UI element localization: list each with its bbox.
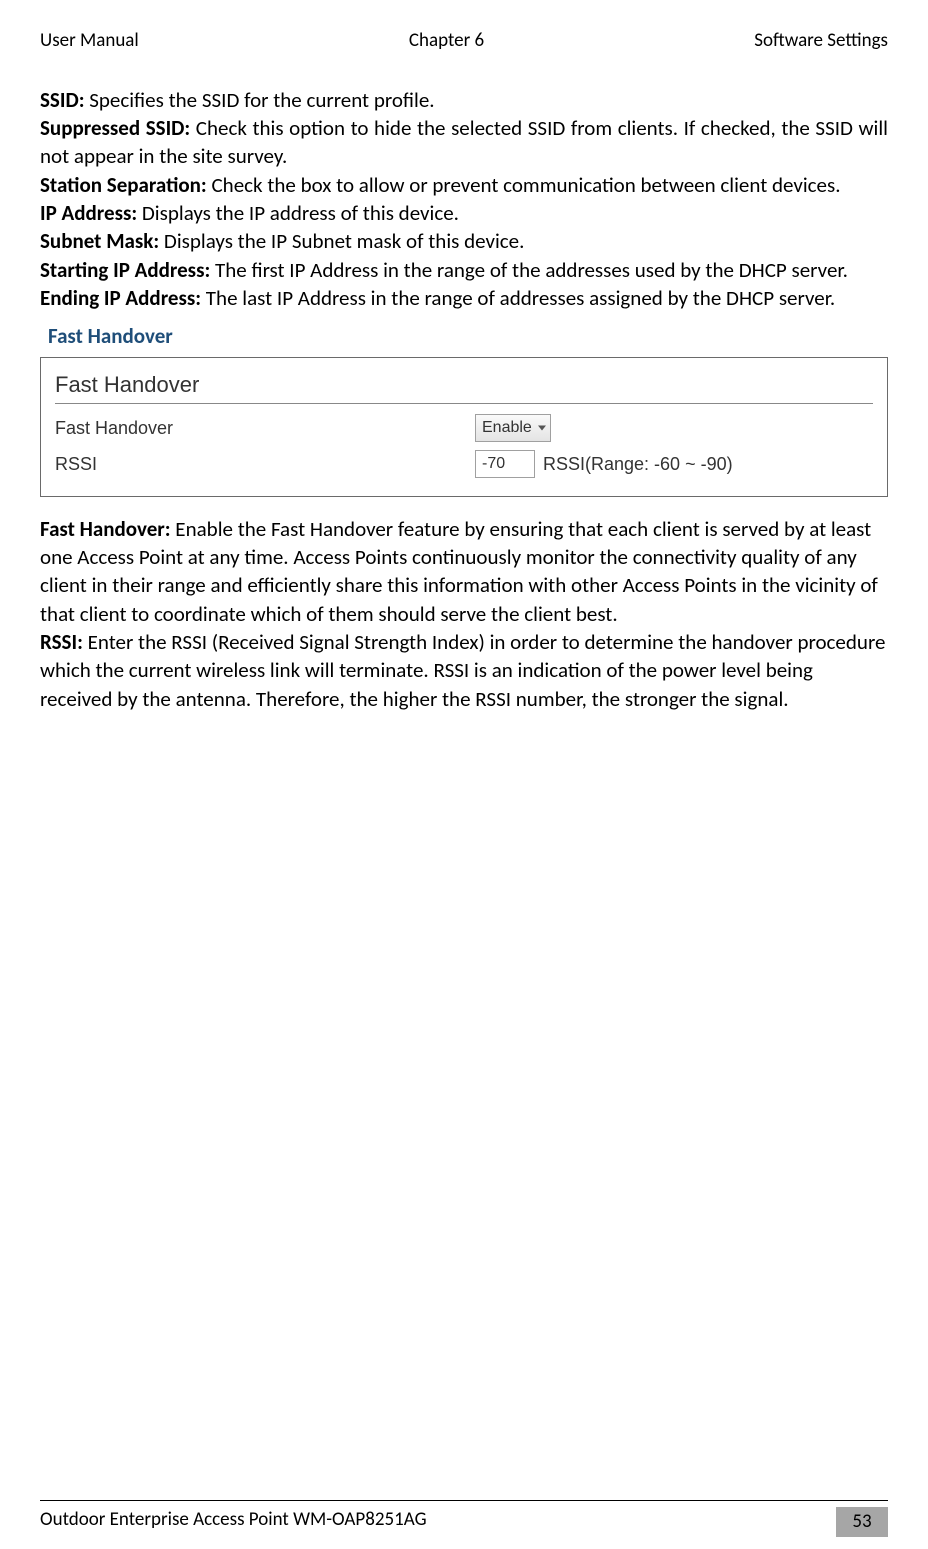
panel-row-fast-handover: Fast Handover Enable	[55, 410, 873, 446]
ending-ip-text: The last IP Address in the range of addr…	[201, 285, 835, 311]
footer-title: Outdoor Enterprise Access Point WM-OAP82…	[40, 1507, 836, 1537]
fast-handover-field-label: Fast Handover	[55, 416, 475, 440]
definitions-block: SSID: Specifies the SSID for the current…	[40, 86, 888, 313]
header-center: Chapter 6	[409, 28, 484, 54]
page-footer: Outdoor Enterprise Access Point WM-OAP82…	[0, 1500, 928, 1537]
ip-address-label: IP Address:	[40, 200, 137, 226]
panel-divider	[55, 403, 873, 404]
starting-ip-label: Starting IP Address:	[40, 257, 210, 283]
footer-divider	[40, 1500, 888, 1501]
subnet-mask-text: Displays the IP Subnet mask of this devi…	[159, 228, 524, 254]
subnet-mask-label: Subnet Mask:	[40, 228, 159, 254]
ip-address-text: Displays the IP address of this device.	[137, 200, 459, 226]
fast-handover-panel: Fast Handover Fast Handover Enable RSSI …	[40, 357, 888, 497]
fast-handover-select[interactable]: Enable	[475, 414, 551, 442]
suppressed-ssid-label: Suppressed SSID:	[40, 115, 190, 141]
ssid-text: Specifies the SSID for the current profi…	[84, 87, 434, 113]
station-separation-text: Check the box to allow or prevent commun…	[207, 172, 841, 198]
description-block: Fast Handover: Enable the Fast Handover …	[40, 515, 888, 713]
rssi-range-hint: RSSI(Range: -60 ~ -90)	[543, 452, 733, 476]
ssid-label: SSID:	[40, 87, 84, 113]
rssi-input[interactable]: -70	[475, 450, 535, 478]
station-separation-label: Station Separation:	[40, 172, 207, 198]
panel-row-rssi: RSSI -70 RSSI(Range: -60 ~ -90)	[55, 446, 873, 482]
panel-title: Fast Handover	[55, 370, 873, 400]
rssi-field-label: RSSI	[55, 452, 475, 476]
header-right: Software Settings	[754, 28, 888, 54]
ending-ip-label: Ending IP Address:	[40, 285, 201, 311]
starting-ip-text: The first IP Address in the range of the…	[210, 257, 848, 283]
page-number: 53	[836, 1507, 888, 1537]
rssi-desc-text: Enter the RSSI (Received Signal Strength…	[40, 629, 885, 712]
fast-handover-desc-label: Fast Handover:	[40, 516, 171, 542]
page-header: User Manual Chapter 6 Software Settings	[40, 28, 888, 54]
section-title-fast-handover: Fast Handover	[48, 322, 888, 350]
rssi-desc-label: RSSI:	[40, 629, 83, 655]
header-left: User Manual	[40, 28, 139, 54]
